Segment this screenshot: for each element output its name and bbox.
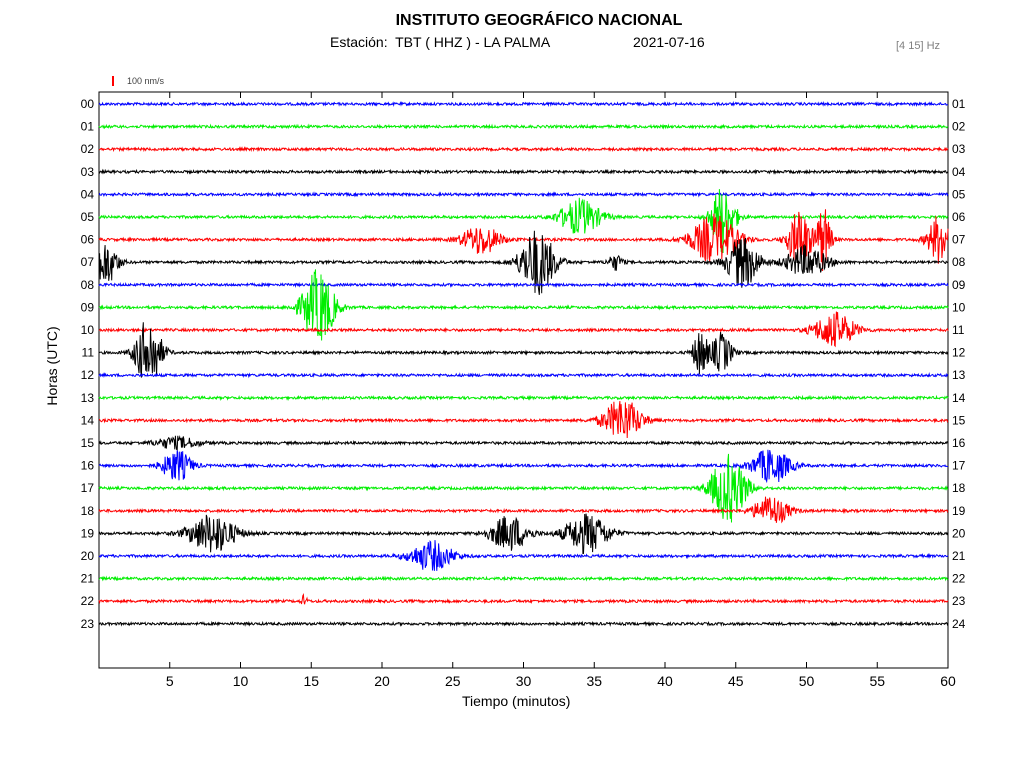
trace-group [98,100,949,627]
y-tick-right: 02 [952,120,966,134]
y-tick-right: 07 [952,233,966,247]
y-tick-left: 19 [81,526,95,540]
x-tick-label: 50 [799,673,815,689]
y-tick-right: 06 [952,210,966,224]
x-tick-label: 40 [657,673,673,689]
y-tick-right: 14 [952,391,966,405]
station-label: Estación: TBT ( HHZ ) - LA PALMA [330,34,551,50]
y-tick-left: 05 [81,210,95,224]
trace-hour-07 [98,230,949,295]
scale-bar: 100 nm/s [112,76,165,86]
y-tick-left: 22 [81,594,95,608]
y-tick-left: 21 [81,572,95,586]
y-tick-right: 10 [952,300,966,314]
trace-hour-22 [98,592,949,605]
x-tick-label: 20 [374,673,390,689]
filter-band-label: [4 15] Hz [896,40,941,52]
x-tick-label: 25 [445,673,461,689]
y-tick-right: 13 [952,368,966,382]
trace-hour-11 [98,322,949,378]
trace-hour-06 [98,209,949,272]
y-tick-left: 01 [81,120,95,134]
y-tick-left: 18 [81,504,95,518]
trace-hour-01 [98,123,949,130]
y-tick-left: 09 [81,300,95,314]
y-tick-right: 20 [952,526,966,540]
y-tick-left: 23 [81,617,95,631]
trace-hour-19 [98,513,949,555]
y-tick-left: 10 [81,323,95,337]
y-tick-left: 20 [81,549,95,563]
y-tick-left: 12 [81,368,95,382]
trace-hour-18 [98,496,949,524]
y-tick-left: 17 [81,481,95,495]
trace-hour-14 [98,401,949,439]
trace-hour-03 [98,168,949,176]
y-tick-left: 06 [81,233,95,247]
y-tick-left: 04 [81,187,95,201]
y-tick-left: 03 [81,165,95,179]
trace-hour-02 [98,146,949,153]
y-tick-right: 19 [952,504,966,518]
y-tick-right: 22 [952,572,966,586]
y-tick-right: 23 [952,594,966,608]
x-tick-label: 5 [166,673,174,689]
date-label: 2021-07-16 [633,34,705,50]
y-tick-left: 07 [81,255,95,269]
page-title: INSTITUTO GEOGRÁFICO NACIONAL [395,12,683,29]
y-tick-left: 08 [81,278,95,292]
x-tick-label: 10 [233,673,249,689]
trace-hour-21 [98,575,949,582]
y-tick-left: 14 [81,413,95,427]
y-tick-right: 09 [952,278,966,292]
x-tick-label: 15 [303,673,319,689]
y-tick-right: 17 [952,459,966,473]
trace-hour-13 [98,394,949,402]
x-tick-label: 30 [516,673,532,689]
trace-hour-12 [98,372,949,379]
y-tick-left: 11 [82,346,95,360]
trace-hour-10 [98,311,949,348]
y-axis-label: Horas (UTC) [44,326,60,406]
trace-hour-23 [98,620,949,627]
axis-ticks: 00 01 02 03 04 05 06 07 08 09 10 11 12 13 14 15 16 17 18 19… [81,92,966,689]
y-tick-right: 24 [952,617,966,631]
y-tick-right: 01 [952,97,966,111]
trace-hour-20 [98,540,949,571]
trace-hour-04 [98,191,949,198]
y-tick-right: 16 [952,436,966,450]
y-tick-left: 00 [81,97,95,111]
trace-hour-15 [98,435,949,451]
trace-hour-00 [98,100,948,108]
y-tick-right: 11 [952,323,965,337]
trace-hour-08 [98,281,949,289]
x-tick-label: 35 [586,673,602,689]
trace-hour-09 [98,269,949,341]
y-tick-left: 13 [81,391,95,405]
y-tick-right: 12 [952,346,966,360]
x-tick-label: 45 [728,673,744,689]
trace-hour-16 [98,449,948,484]
y-tick-right: 05 [952,187,966,201]
y-tick-right: 15 [952,413,966,427]
y-tick-left: 15 [81,436,95,450]
y-tick-right: 21 [952,549,966,563]
y-tick-left: 16 [81,459,95,473]
y-tick-right: 04 [952,165,966,179]
x-tick-label: 60 [940,673,956,689]
plot-frame [98,91,949,669]
trace-hour-17 [98,453,949,523]
y-tick-right: 08 [952,255,966,269]
trace-hour-05 [98,189,949,254]
y-tick-right: 03 [952,142,966,156]
x-tick-label: 55 [869,673,885,689]
x-axis-label: Tiempo (minutos) [462,693,571,709]
scale-bar-label: 100 nm/s [127,76,165,86]
y-tick-left: 02 [81,142,95,156]
y-tick-right: 18 [952,481,966,495]
